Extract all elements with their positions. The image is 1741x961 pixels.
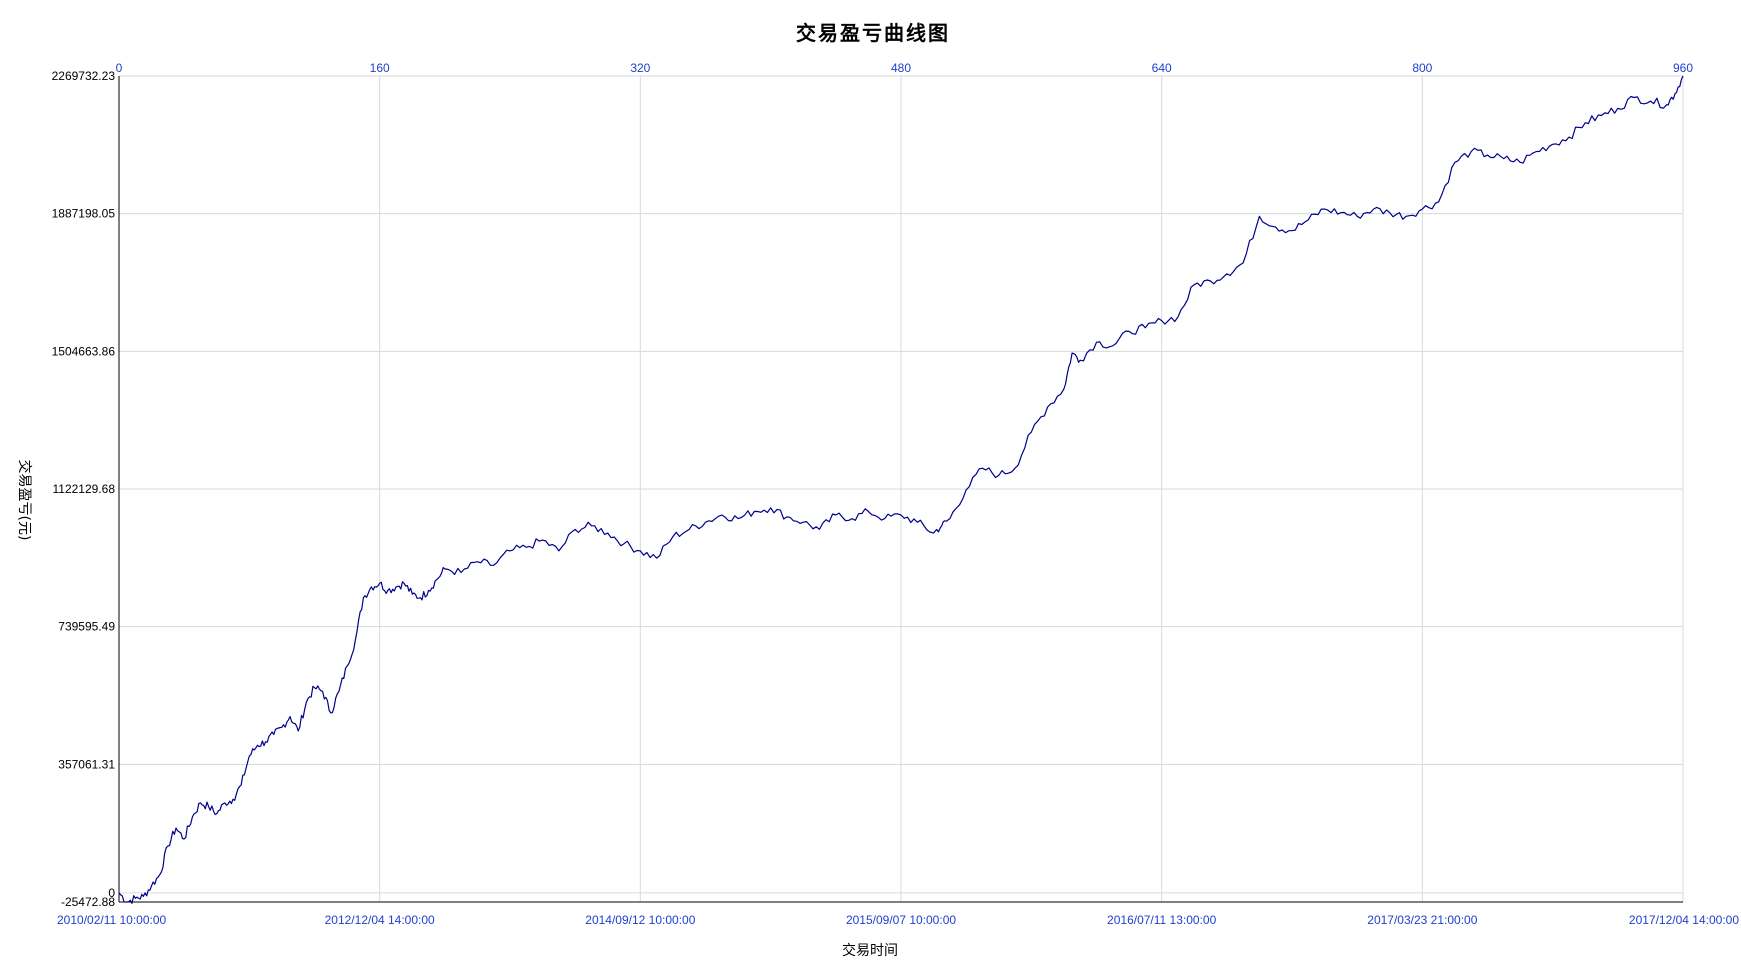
chart-title: 交易盈亏曲线图: [796, 21, 950, 45]
top-tick-label: 960: [1673, 61, 1693, 75]
top-tick-label: 320: [630, 61, 650, 75]
x-tick-labels: 2010/02/11 10:00:00 2012/12/04 14:00:00 20…: [57, 913, 1739, 927]
grid: [118, 75, 1684, 903]
top-tick-labels: 0 160 320 480 640 800 960: [116, 61, 1694, 75]
y-tick-label: 739595.49: [58, 620, 115, 634]
x-tick-label: 2012/12/04 14:00:00: [325, 913, 435, 927]
y-tick-label: 357061.31: [58, 757, 115, 771]
top-tick-label: 800: [1412, 61, 1432, 75]
x-tick-label: 2016/07/11 13:00:00: [1107, 913, 1217, 927]
top-tick-label: 640: [1152, 61, 1172, 75]
x-tick-label: 2017/12/04 14:00:00: [1629, 913, 1739, 927]
axes: [118, 76, 1683, 903]
x-axis-label: 交易时间: [842, 942, 898, 959]
x-tick-label: 2015/09/07 10:00:00: [846, 913, 956, 927]
y-tick-label: 0: [108, 886, 115, 900]
x-tick-label: 2010/02/11 10:00:00: [57, 913, 167, 927]
top-tick-label: 480: [891, 61, 911, 75]
y-tick-label: -25472.88: [61, 895, 115, 909]
y-axis-label: 交易盈亏(元): [16, 460, 33, 541]
top-tick-label: 0: [116, 61, 123, 75]
y-tick-label: 2269732.23: [52, 69, 116, 83]
x-tick-label: 2014/09/12 10:00:00: [585, 913, 695, 927]
x-tick-label: 2017/03/23 21:00:00: [1367, 913, 1477, 927]
y-tick-labels: 2269732.23 1887198.05 1504663.86 1122129.68…: [52, 69, 116, 909]
top-tick-label: 160: [370, 61, 390, 75]
y-tick-label: 1887198.05: [52, 207, 116, 221]
y-tick-label: 1504663.86: [52, 344, 116, 358]
series: [118, 75, 1684, 904]
series-line: [118, 75, 1684, 904]
y-tick-label: 1122129.68: [52, 482, 115, 496]
